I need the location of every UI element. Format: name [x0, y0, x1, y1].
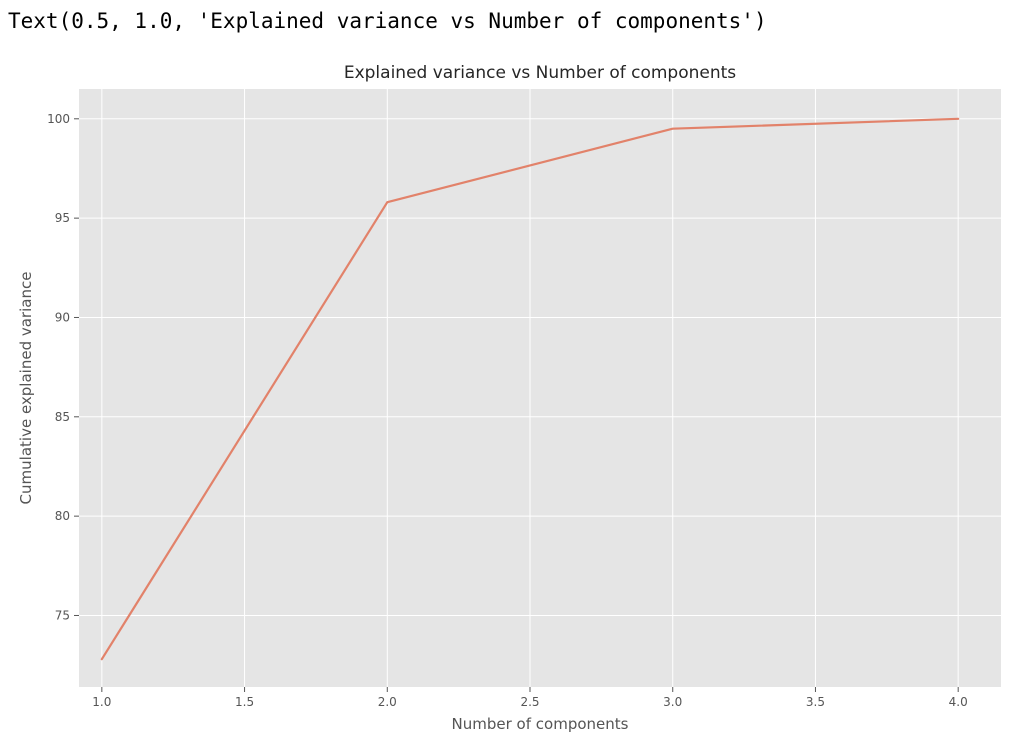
series-layer — [100, 117, 960, 661]
y-tick-label: 100 — [47, 112, 70, 126]
x-axis-label: Number of components — [452, 715, 629, 733]
y-tick-label: 75 — [55, 608, 70, 622]
x-tick-label: 3.5 — [806, 695, 825, 709]
x-tick-label: 4.0 — [949, 695, 968, 709]
y-axis-label: Cumulative explained variance — [17, 272, 35, 505]
x-tick-label: 1.0 — [92, 695, 111, 709]
series-line — [100, 117, 960, 661]
plot-area — [79, 89, 1001, 687]
x-tick-label: 1.5 — [235, 695, 254, 709]
y-tick-label: 95 — [55, 211, 70, 225]
chart-title: Explained variance vs Number of componen… — [344, 63, 736, 83]
axis-ticks: 1.0 1.5 2.0 2.5 3.0 3.5 4.0 75 80 85 90 95 100 — [47, 112, 968, 709]
y-tick-label: 85 — [55, 410, 70, 424]
y-tick-label: 90 — [55, 310, 70, 324]
cell-output-text: Text(0.5, 1.0, 'Explained variance vs Nu… — [8, 9, 767, 33]
x-tick-label: 2.5 — [520, 695, 539, 709]
grid-lines — [79, 89, 1001, 687]
y-tick-label: 80 — [55, 509, 70, 523]
x-tick-label: 3.0 — [663, 695, 682, 709]
x-tick-label: 2.0 — [378, 695, 397, 709]
